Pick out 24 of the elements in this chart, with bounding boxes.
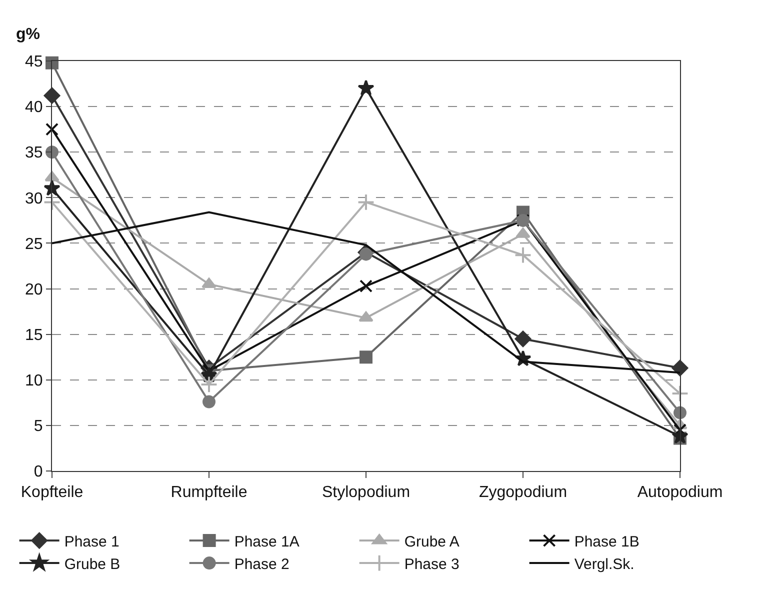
legend-label: Phase 2 <box>234 556 290 573</box>
legend-label: Phase 3 <box>404 556 460 573</box>
y-tick-label: 35 <box>25 144 43 162</box>
y-tick-label: 10 <box>25 372 43 390</box>
legend-label: Phase 1A <box>234 533 300 550</box>
y-tick-label: 0 <box>34 464 43 481</box>
x-tick-label: Stylopodium <box>322 484 410 502</box>
y-tick-label: 5 <box>34 418 43 436</box>
legend-label: Grube A <box>404 533 460 550</box>
y-tick-label: 20 <box>25 281 43 298</box>
x-tick-label: Kopfteile <box>20 484 84 502</box>
legend-label: Grube B <box>64 556 120 573</box>
y-tick-label: 25 <box>25 236 43 253</box>
y-axis-title: g% <box>16 26 40 43</box>
legend-label: Phase 1B <box>574 533 640 550</box>
y-tick-label: 15 <box>25 326 43 344</box>
y-tick-label: 45 <box>25 54 43 71</box>
x-tick-label: Rumpfteile <box>170 484 248 502</box>
x-tick-label: Zygopodium <box>478 484 568 502</box>
y-tick-label: 30 <box>25 190 43 208</box>
legend-label: Phase 1 <box>64 533 120 550</box>
x-tick-label: Autopodium <box>637 484 723 502</box>
legend-label: Vergl.Sk. <box>574 556 634 573</box>
y-tick-label: 40 <box>25 99 43 116</box>
